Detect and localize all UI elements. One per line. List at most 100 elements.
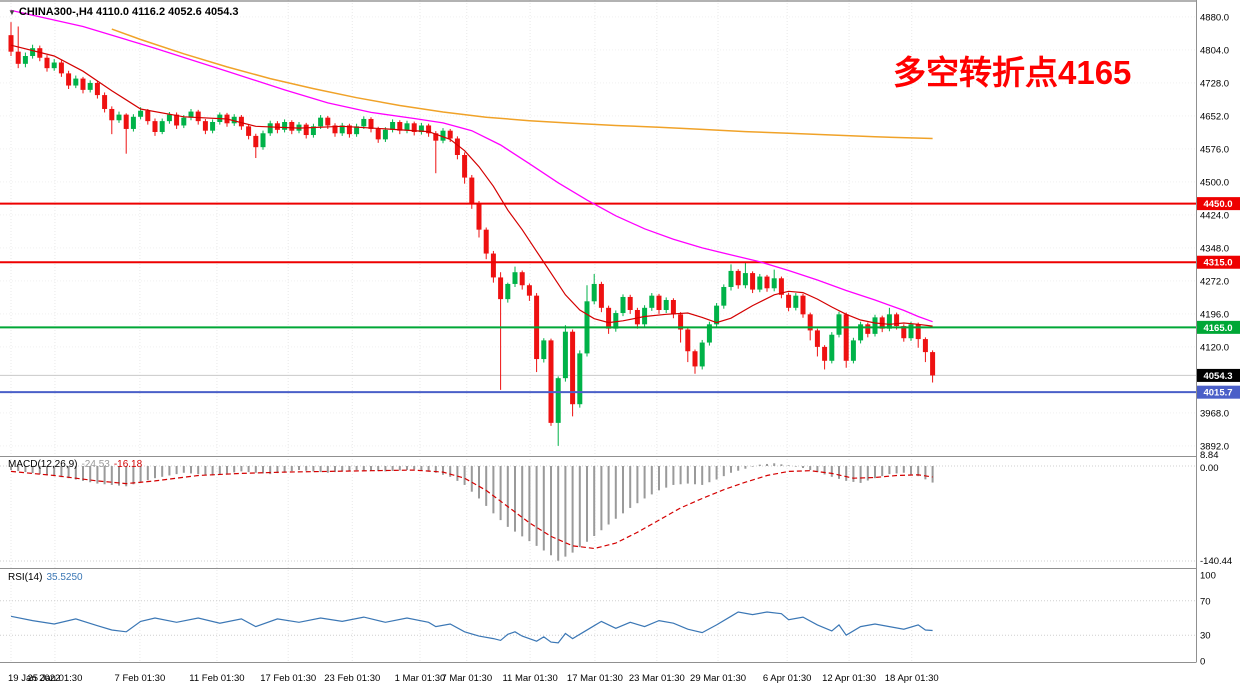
candle-body	[159, 121, 165, 132]
candle-body	[8, 35, 14, 52]
svg-text:3892.0: 3892.0	[1200, 441, 1229, 452]
candle-body	[123, 114, 129, 129]
candle-body	[606, 307, 612, 329]
price-badge-4165.0[interactable]	[1197, 320, 1240, 334]
svg-text:25 Jan 01:30: 25 Jan 01:30	[27, 673, 82, 684]
svg-text:11 Mar 01:30: 11 Mar 01:30	[502, 673, 557, 684]
candles-layer[interactable]	[8, 22, 936, 446]
candle-body	[145, 110, 151, 122]
svg-text:4424.0: 4424.0	[1200, 210, 1229, 221]
ma-lines-layer[interactable]	[10, 9, 933, 327]
svg-text:4880.0: 4880.0	[1200, 12, 1229, 23]
candle-body	[174, 114, 180, 126]
rsi-panel[interactable]	[0, 600, 1196, 644]
candle-body	[663, 300, 669, 310]
candle-body	[742, 273, 748, 286]
svg-text:-140.44: -140.44	[1200, 556, 1232, 567]
candle-body	[138, 110, 144, 117]
candle-body	[332, 125, 338, 134]
svg-text:70: 70	[1200, 596, 1211, 607]
candle-body	[735, 270, 741, 286]
svg-text:4728.0: 4728.0	[1200, 78, 1229, 89]
candle-body	[22, 56, 28, 64]
svg-text:4576.0: 4576.0	[1200, 144, 1229, 155]
candle-body	[692, 351, 698, 367]
svg-text:23 Mar 01:30: 23 Mar 01:30	[629, 673, 685, 684]
candle-body	[267, 123, 273, 134]
candle-body	[368, 118, 374, 129]
candle-body	[15, 51, 21, 64]
candle-body	[73, 78, 79, 86]
candle-body	[922, 339, 928, 353]
candle-body	[51, 62, 57, 69]
svg-text:29 Mar 01:30: 29 Mar 01:30	[690, 673, 746, 684]
grid-layer	[0, 0, 1196, 662]
candle-body	[699, 342, 705, 367]
candle-body	[570, 331, 576, 405]
candle-body	[80, 78, 86, 90]
candle-body	[274, 123, 280, 130]
candle-body	[58, 62, 64, 74]
rsi-line	[10, 611, 933, 644]
svg-text:0.00: 0.00	[1200, 463, 1219, 474]
candle-body	[44, 57, 50, 69]
candle-body	[303, 124, 309, 136]
ma-fast-red	[10, 44, 933, 327]
candle-body	[397, 121, 403, 131]
candle-body	[807, 314, 813, 331]
candle-body	[836, 314, 842, 335]
candle-body	[260, 133, 266, 148]
svg-text:4450.0: 4450.0	[1203, 199, 1232, 210]
candle-body	[541, 340, 547, 360]
candle-body	[462, 154, 468, 178]
candle-body	[498, 277, 504, 300]
price-axis[interactable]: 4880.0 4804.0 4728.0 4652.0 4576.0 4500.0 4424…	[1197, 12, 1240, 668]
candle-body	[908, 324, 914, 339]
candle-body	[469, 177, 475, 204]
candle-body	[188, 111, 194, 118]
svg-text:4272.0: 4272.0	[1200, 276, 1229, 287]
svg-text:3968.0: 3968.0	[1200, 408, 1229, 419]
candle-body	[850, 340, 856, 361]
candle-body	[318, 117, 324, 127]
svg-text:30: 30	[1200, 631, 1211, 642]
macd-main-value: -24.53	[81, 459, 110, 470]
candle-body	[411, 123, 417, 132]
candle-body	[253, 135, 259, 148]
candle-body	[728, 270, 734, 287]
svg-text:4120.0: 4120.0	[1200, 342, 1229, 353]
price-badge-4015.7[interactable]	[1197, 385, 1240, 399]
candle-body	[879, 317, 885, 329]
candle-body	[548, 340, 554, 423]
candle-body	[526, 285, 532, 296]
price-badge-4315.0[interactable]	[1197, 255, 1240, 269]
candle-body	[620, 296, 626, 314]
current-price-badge[interactable]	[1197, 368, 1240, 382]
candle-body	[454, 138, 460, 155]
macd-panel[interactable]	[0, 463, 1196, 562]
svg-text:6 Apr 01:30: 6 Apr 01:30	[763, 673, 812, 684]
candle-body	[613, 313, 619, 329]
candle-body	[94, 82, 100, 96]
candle-body	[325, 117, 331, 126]
level-lines-layer[interactable]	[0, 202, 1196, 394]
candle-body	[670, 300, 676, 315]
svg-text:7 Mar 01:30: 7 Mar 01:30	[441, 673, 492, 684]
candle-body	[418, 125, 424, 132]
svg-text:8.84: 8.84	[1200, 450, 1219, 461]
candle-body	[447, 130, 453, 139]
candle-body	[800, 295, 806, 315]
annotation-text[interactable]: 多空转折点4165	[893, 54, 1132, 91]
candle-body	[829, 334, 835, 361]
price-badge-4450.0[interactable]	[1197, 197, 1240, 211]
candle-body	[649, 295, 655, 308]
svg-text:17 Feb 01:30: 17 Feb 01:30	[260, 673, 316, 684]
candle-body	[685, 329, 691, 352]
svg-text:4165.0: 4165.0	[1203, 323, 1232, 334]
svg-text:4348.0: 4348.0	[1200, 243, 1229, 254]
candle-body	[238, 116, 244, 127]
candle-body	[706, 324, 712, 343]
candle-body	[930, 352, 936, 376]
